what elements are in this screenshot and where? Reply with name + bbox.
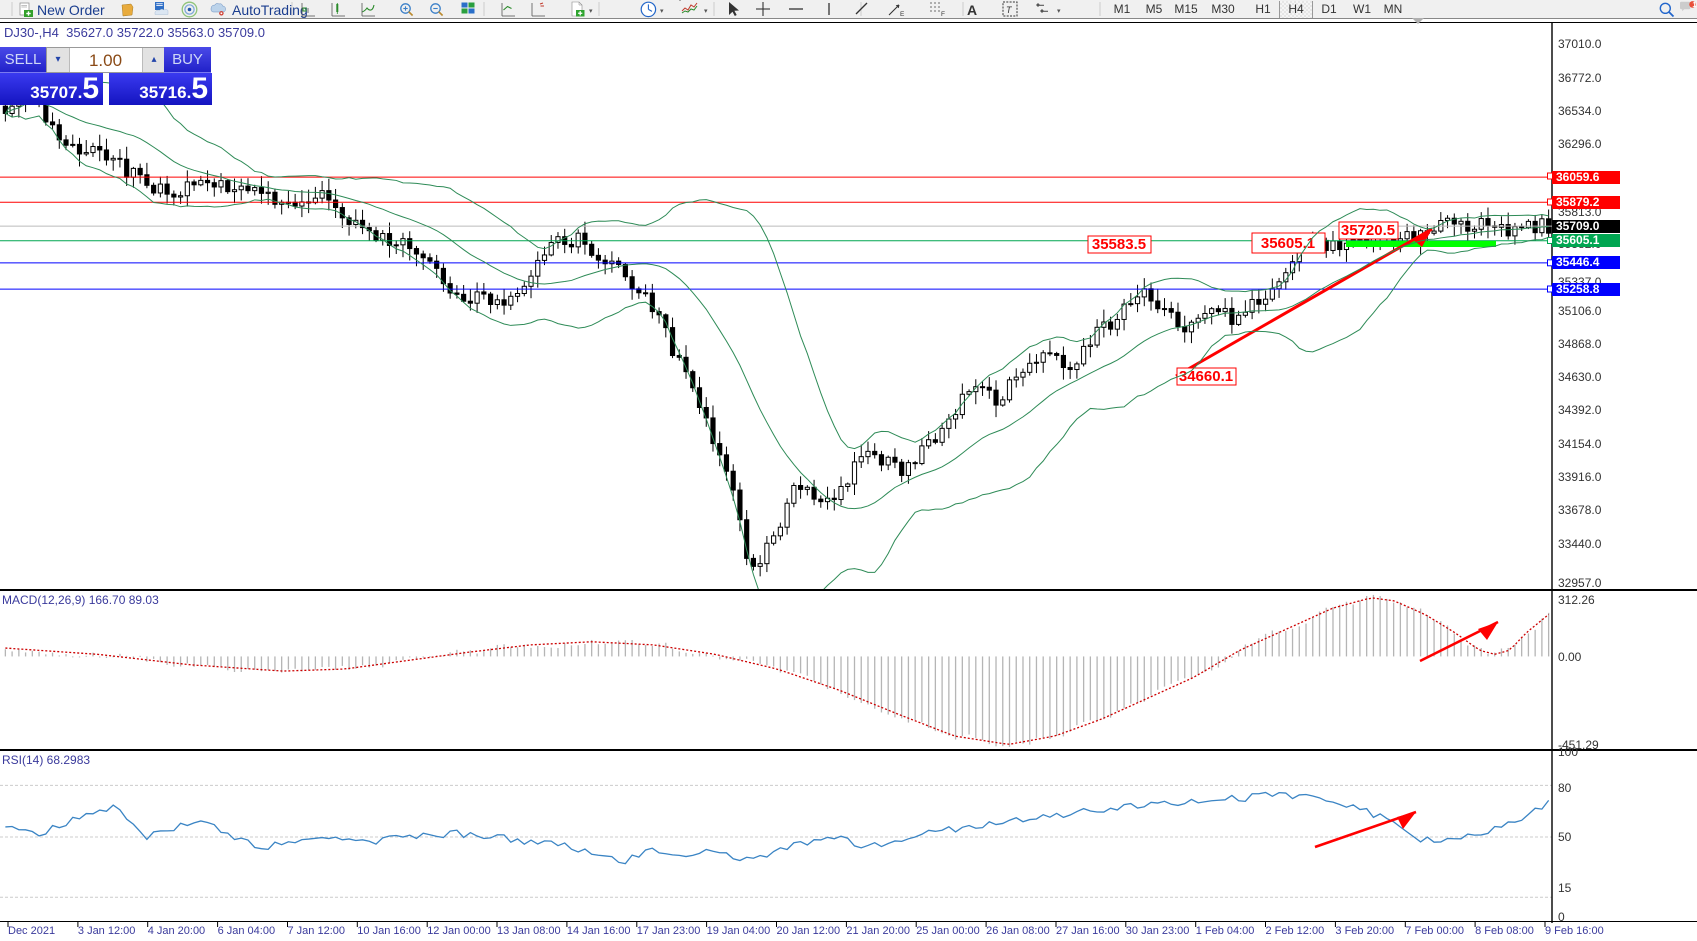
- svg-text:T: T: [1006, 5, 1013, 15]
- svg-text:F: F: [941, 11, 945, 16]
- svg-text:E: E: [900, 11, 905, 17]
